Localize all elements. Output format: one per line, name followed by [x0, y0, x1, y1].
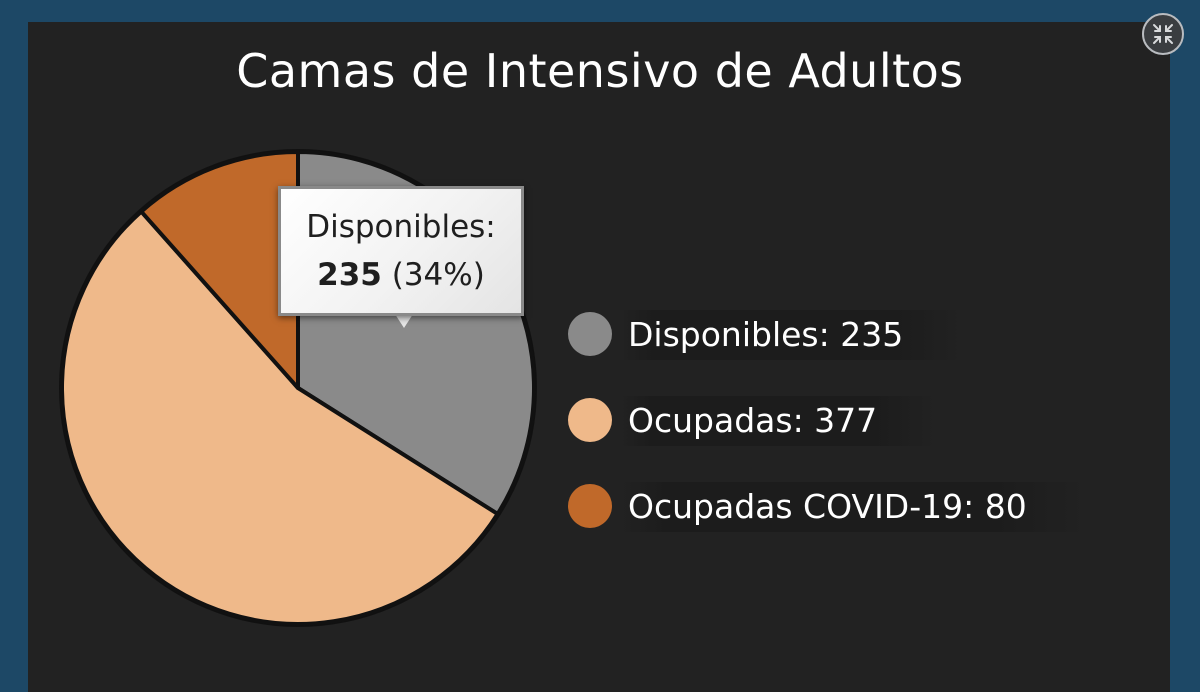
tooltip-category: Disponibles: — [306, 209, 496, 245]
legend-swatch-disponibles — [568, 312, 612, 356]
tooltip-value: 235 — [317, 257, 382, 293]
pie-slice-ocupadas-covid[interactable] — [139, 150, 300, 390]
tooltip-percent: (34%) — [391, 257, 485, 293]
collapse-arrows-icon — [1153, 24, 1173, 44]
legend-label-disponibles: Disponibles: 235 — [628, 315, 904, 354]
tooltip-value-line: 235 (34%) — [281, 257, 521, 293]
pie-slice-ocupadas[interactable] — [60, 209, 500, 626]
legend-label-ocupadas-covid: Ocupadas COVID-19: 80 — [628, 487, 1027, 526]
chart-tooltip: Disponibles: 235 (34%) — [278, 186, 524, 316]
legend-swatch-ocupadas-covid — [568, 484, 612, 528]
exit-fullscreen-button[interactable] — [1142, 13, 1184, 55]
chart-title: Camas de Intensivo de Adultos — [236, 44, 964, 98]
legend-label-ocupadas: Ocupadas: 377 — [628, 401, 878, 440]
legend-swatch-ocupadas — [568, 398, 612, 442]
